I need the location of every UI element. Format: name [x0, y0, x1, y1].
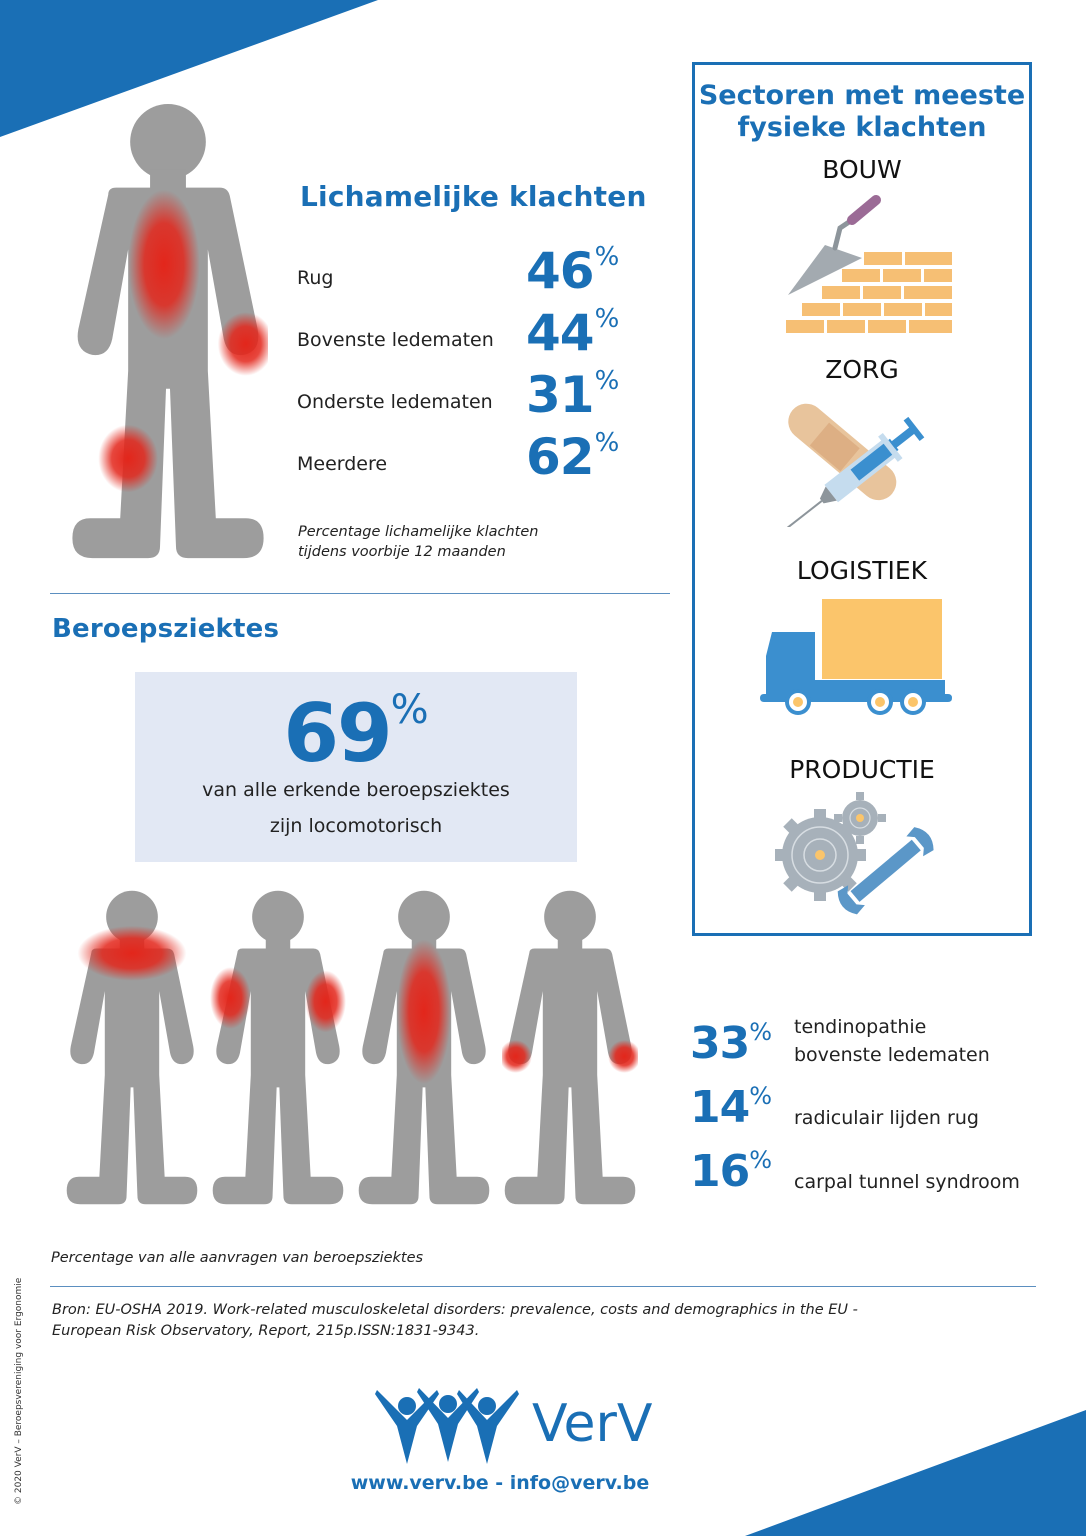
- stat-value: 31%: [526, 366, 620, 424]
- stat-value: 33%: [690, 1018, 773, 1069]
- body-complaints-note: Percentage lichamelijke klachten tijdens…: [298, 524, 539, 560]
- stat-label: Bovenste ledematen: [297, 329, 494, 351]
- sectors-title: Sectoren met meeste fysieke klachten: [698, 80, 1026, 143]
- occupational-callout: [135, 672, 577, 862]
- stat-value: 44%: [526, 304, 620, 362]
- stat-label: Onderste ledematen: [297, 391, 493, 413]
- contact-link[interactable]: www.verv.be - info@verv.be: [350, 1472, 650, 1494]
- callout-text: van alle erkende beroepsziektes zijn loc…: [202, 779, 510, 837]
- stat-value: 16%: [690, 1146, 773, 1197]
- human-figure-pain-upper-arms-icon: [210, 888, 346, 1218]
- body-complaints-title: Lichamelijke klachten: [300, 180, 647, 213]
- verv-logo-icon: [375, 1388, 519, 1464]
- stat-value: 14%: [690, 1082, 773, 1133]
- sector-label-bouw: BOUW: [822, 155, 902, 184]
- sector-label-logistiek: LOGISTIEK: [796, 556, 928, 585]
- source-divider: [50, 1286, 1036, 1287]
- human-figure-pain-back-arm-knee-icon: [68, 100, 268, 578]
- stat-label: Rug: [297, 267, 334, 289]
- stat-label: Meerdere: [297, 453, 388, 475]
- human-figure-pain-wrists-icon: [502, 888, 638, 1218]
- callout-value: 69%: [283, 687, 429, 780]
- trowel-bricks-icon: [786, 195, 952, 333]
- stat-value: 62%: [526, 428, 620, 486]
- occupational-note: Percentage van alle aanvragen van beroep…: [51, 1250, 424, 1266]
- gears-wrench-icon: [775, 792, 934, 915]
- stat-label: tendinopathie bovenste ledematen: [794, 1016, 990, 1066]
- source-citation: Bron: EU-OSHA 2019. Work-related musculo…: [52, 1302, 858, 1339]
- stat-label: carpal tunnel syndroom: [794, 1171, 1020, 1193]
- verv-logo-text: VerV: [532, 1394, 653, 1454]
- stat-value: 46%: [526, 242, 620, 300]
- sectors-panel: [692, 62, 1032, 936]
- occupational-title: Beroepsziektes: [52, 614, 280, 644]
- human-figure-pain-back-icon: [356, 888, 492, 1218]
- copyright-text: © 2020 VerV – Beroepsvereniging voor Erg…: [14, 1277, 24, 1505]
- section-divider: [50, 593, 670, 594]
- sector-label-zorg: ZORG: [825, 355, 899, 384]
- human-figure-pain-neck-shoulders-icon: [64, 888, 200, 1218]
- bandage-syringe-icon: [783, 403, 925, 527]
- stat-label: radiculair lijden rug: [794, 1107, 979, 1129]
- sector-label-productie: PRODUCTIE: [789, 755, 935, 784]
- truck-icon: [760, 599, 952, 715]
